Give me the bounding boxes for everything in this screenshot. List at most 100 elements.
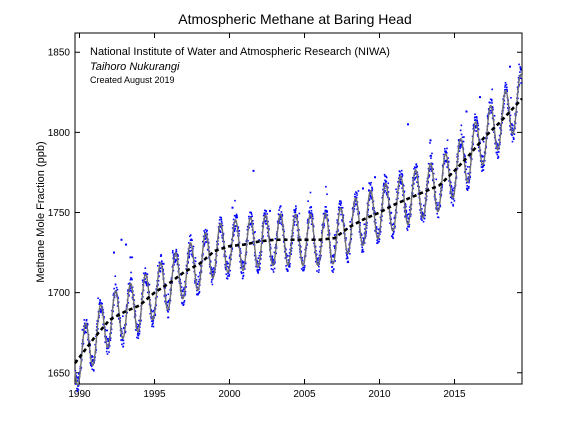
observation-point — [197, 280, 200, 283]
observation-point — [212, 267, 215, 269]
observation-point — [462, 140, 465, 143]
observation-point — [194, 282, 196, 284]
outlier-point — [129, 256, 132, 259]
observation-point — [273, 258, 275, 261]
observation-point — [220, 218, 223, 221]
observation-point — [449, 192, 452, 195]
observation-point — [406, 213, 409, 216]
observation-point — [358, 211, 360, 213]
observation-point — [435, 178, 438, 181]
observation-point — [414, 173, 416, 175]
observation-point — [325, 211, 328, 213]
axis-ticks: 1990 1995 2000 2005 2010 2015 1650 1700 1750 1800… — [48, 33, 522, 400]
observation-point — [375, 226, 378, 228]
observation-point — [511, 140, 514, 143]
observation-point — [262, 214, 265, 217]
observation-point — [358, 212, 361, 215]
observation-point — [74, 370, 77, 372]
observation-point — [184, 293, 187, 295]
observation-point — [124, 330, 127, 333]
observation-point — [157, 280, 160, 282]
observation-point — [317, 257, 320, 259]
observation-point — [152, 325, 155, 328]
observation-point — [78, 373, 80, 375]
observation-point — [138, 330, 141, 333]
observation-point — [232, 223, 235, 226]
observation-point — [439, 193, 441, 196]
observation-point — [353, 208, 356, 210]
observation-point — [166, 309, 169, 312]
observation-point — [183, 300, 186, 302]
observation-point — [458, 150, 461, 152]
observation-point — [415, 176, 418, 178]
observation-point — [406, 215, 408, 217]
observation-point — [165, 294, 167, 297]
observation-point — [107, 346, 110, 349]
observation-point — [434, 191, 437, 193]
observation-point — [91, 368, 94, 371]
observation-point — [506, 86, 508, 89]
observation-point — [77, 378, 80, 380]
observation-point — [264, 209, 266, 212]
observation-point — [453, 200, 456, 202]
observation-point — [160, 254, 163, 257]
observation-point — [365, 227, 368, 229]
observation-point — [328, 229, 330, 232]
observation-point — [387, 182, 390, 185]
observation-point — [83, 319, 86, 321]
observation-point — [296, 229, 299, 232]
observation-point — [376, 242, 379, 244]
observation-point — [469, 176, 471, 178]
observation-point — [211, 279, 213, 281]
observation-point — [190, 238, 193, 241]
observation-point — [141, 279, 144, 282]
observation-point — [368, 198, 371, 200]
observation-point — [445, 160, 448, 163]
observation-point — [230, 246, 232, 249]
observation-point — [220, 226, 222, 228]
observation-point — [324, 216, 326, 219]
observation-point — [346, 256, 349, 258]
observation-point — [145, 282, 148, 285]
observation-point — [258, 267, 261, 269]
observation-point — [358, 231, 361, 233]
observation-point — [85, 327, 87, 329]
observation-point — [402, 184, 405, 187]
observation-point — [198, 278, 201, 281]
observation-point — [195, 274, 197, 276]
observation-point — [406, 229, 409, 231]
observation-point — [436, 204, 439, 206]
observation-point — [355, 191, 357, 193]
observation-point — [347, 250, 349, 253]
observation-point — [163, 295, 166, 297]
observation-point — [211, 271, 213, 274]
observation-point — [414, 166, 417, 169]
observation-point — [169, 289, 172, 291]
observation-point — [299, 245, 302, 248]
observation-point — [384, 185, 387, 187]
observation-point — [394, 225, 396, 228]
observation-point — [109, 337, 112, 339]
observation-point — [228, 275, 230, 277]
observation-point — [439, 205, 442, 208]
observation-point — [461, 136, 464, 139]
observation-point — [362, 250, 365, 253]
observation-point — [445, 152, 448, 154]
observation-point — [120, 327, 123, 330]
observation-point — [497, 144, 499, 147]
observation-point — [311, 212, 313, 215]
observation-point — [402, 194, 404, 196]
observation-point — [374, 211, 376, 214]
observation-point — [280, 218, 283, 221]
observation-point — [278, 220, 281, 223]
observation-point — [400, 181, 402, 183]
observation-point — [136, 334, 139, 336]
observation-point — [336, 241, 338, 244]
observation-point — [333, 253, 335, 256]
observation-point — [366, 224, 368, 227]
observation-point — [227, 262, 229, 265]
observation-point — [422, 204, 425, 207]
observation-point — [431, 163, 434, 165]
observation-point — [151, 316, 154, 318]
observation-point — [481, 154, 483, 157]
